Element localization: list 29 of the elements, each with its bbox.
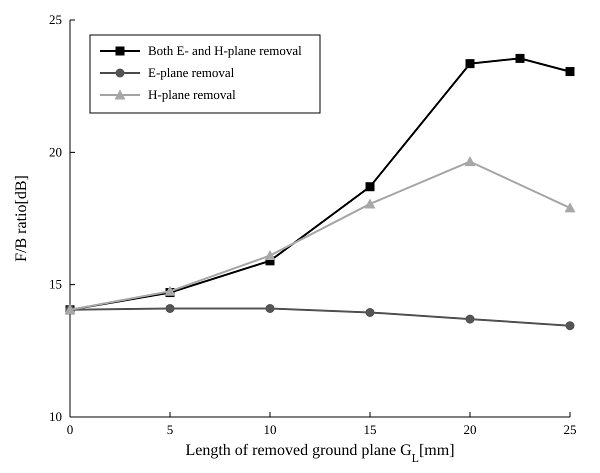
legend-label: H-plane removal (148, 87, 236, 102)
point (364, 198, 376, 208)
point (466, 59, 474, 68)
point (366, 308, 374, 317)
x-tick-label: 25 (564, 422, 576, 437)
y-axis-title: F/B ratio[dB] (13, 175, 30, 262)
legend-label: E-plane removal (148, 65, 235, 80)
point (466, 314, 474, 324)
legend-label: Both E- and H-plane removal (148, 43, 302, 58)
x-axis-title: Length of removed ground plane G$_{L}$[mm] (185, 442, 455, 465)
point (566, 67, 574, 76)
point (564, 202, 576, 212)
point (264, 250, 276, 260)
x-tick-label: 20 (464, 422, 476, 437)
point (266, 304, 274, 313)
point (366, 182, 374, 192)
point (464, 156, 476, 166)
y-tick-label: 25 (49, 12, 62, 27)
y-tick-label: 20 (49, 144, 62, 160)
x-tick-label: 0 (66, 422, 74, 437)
point (566, 321, 574, 330)
point (166, 304, 174, 313)
y-tick-label: 10 (49, 409, 62, 424)
x-tick-label: 5 (166, 422, 174, 437)
point (516, 54, 524, 63)
point (164, 286, 176, 296)
x-tick-label: 10 (264, 422, 276, 437)
x-tick-label: 15 (364, 422, 376, 437)
y-tick-label: 15 (49, 276, 62, 292)
